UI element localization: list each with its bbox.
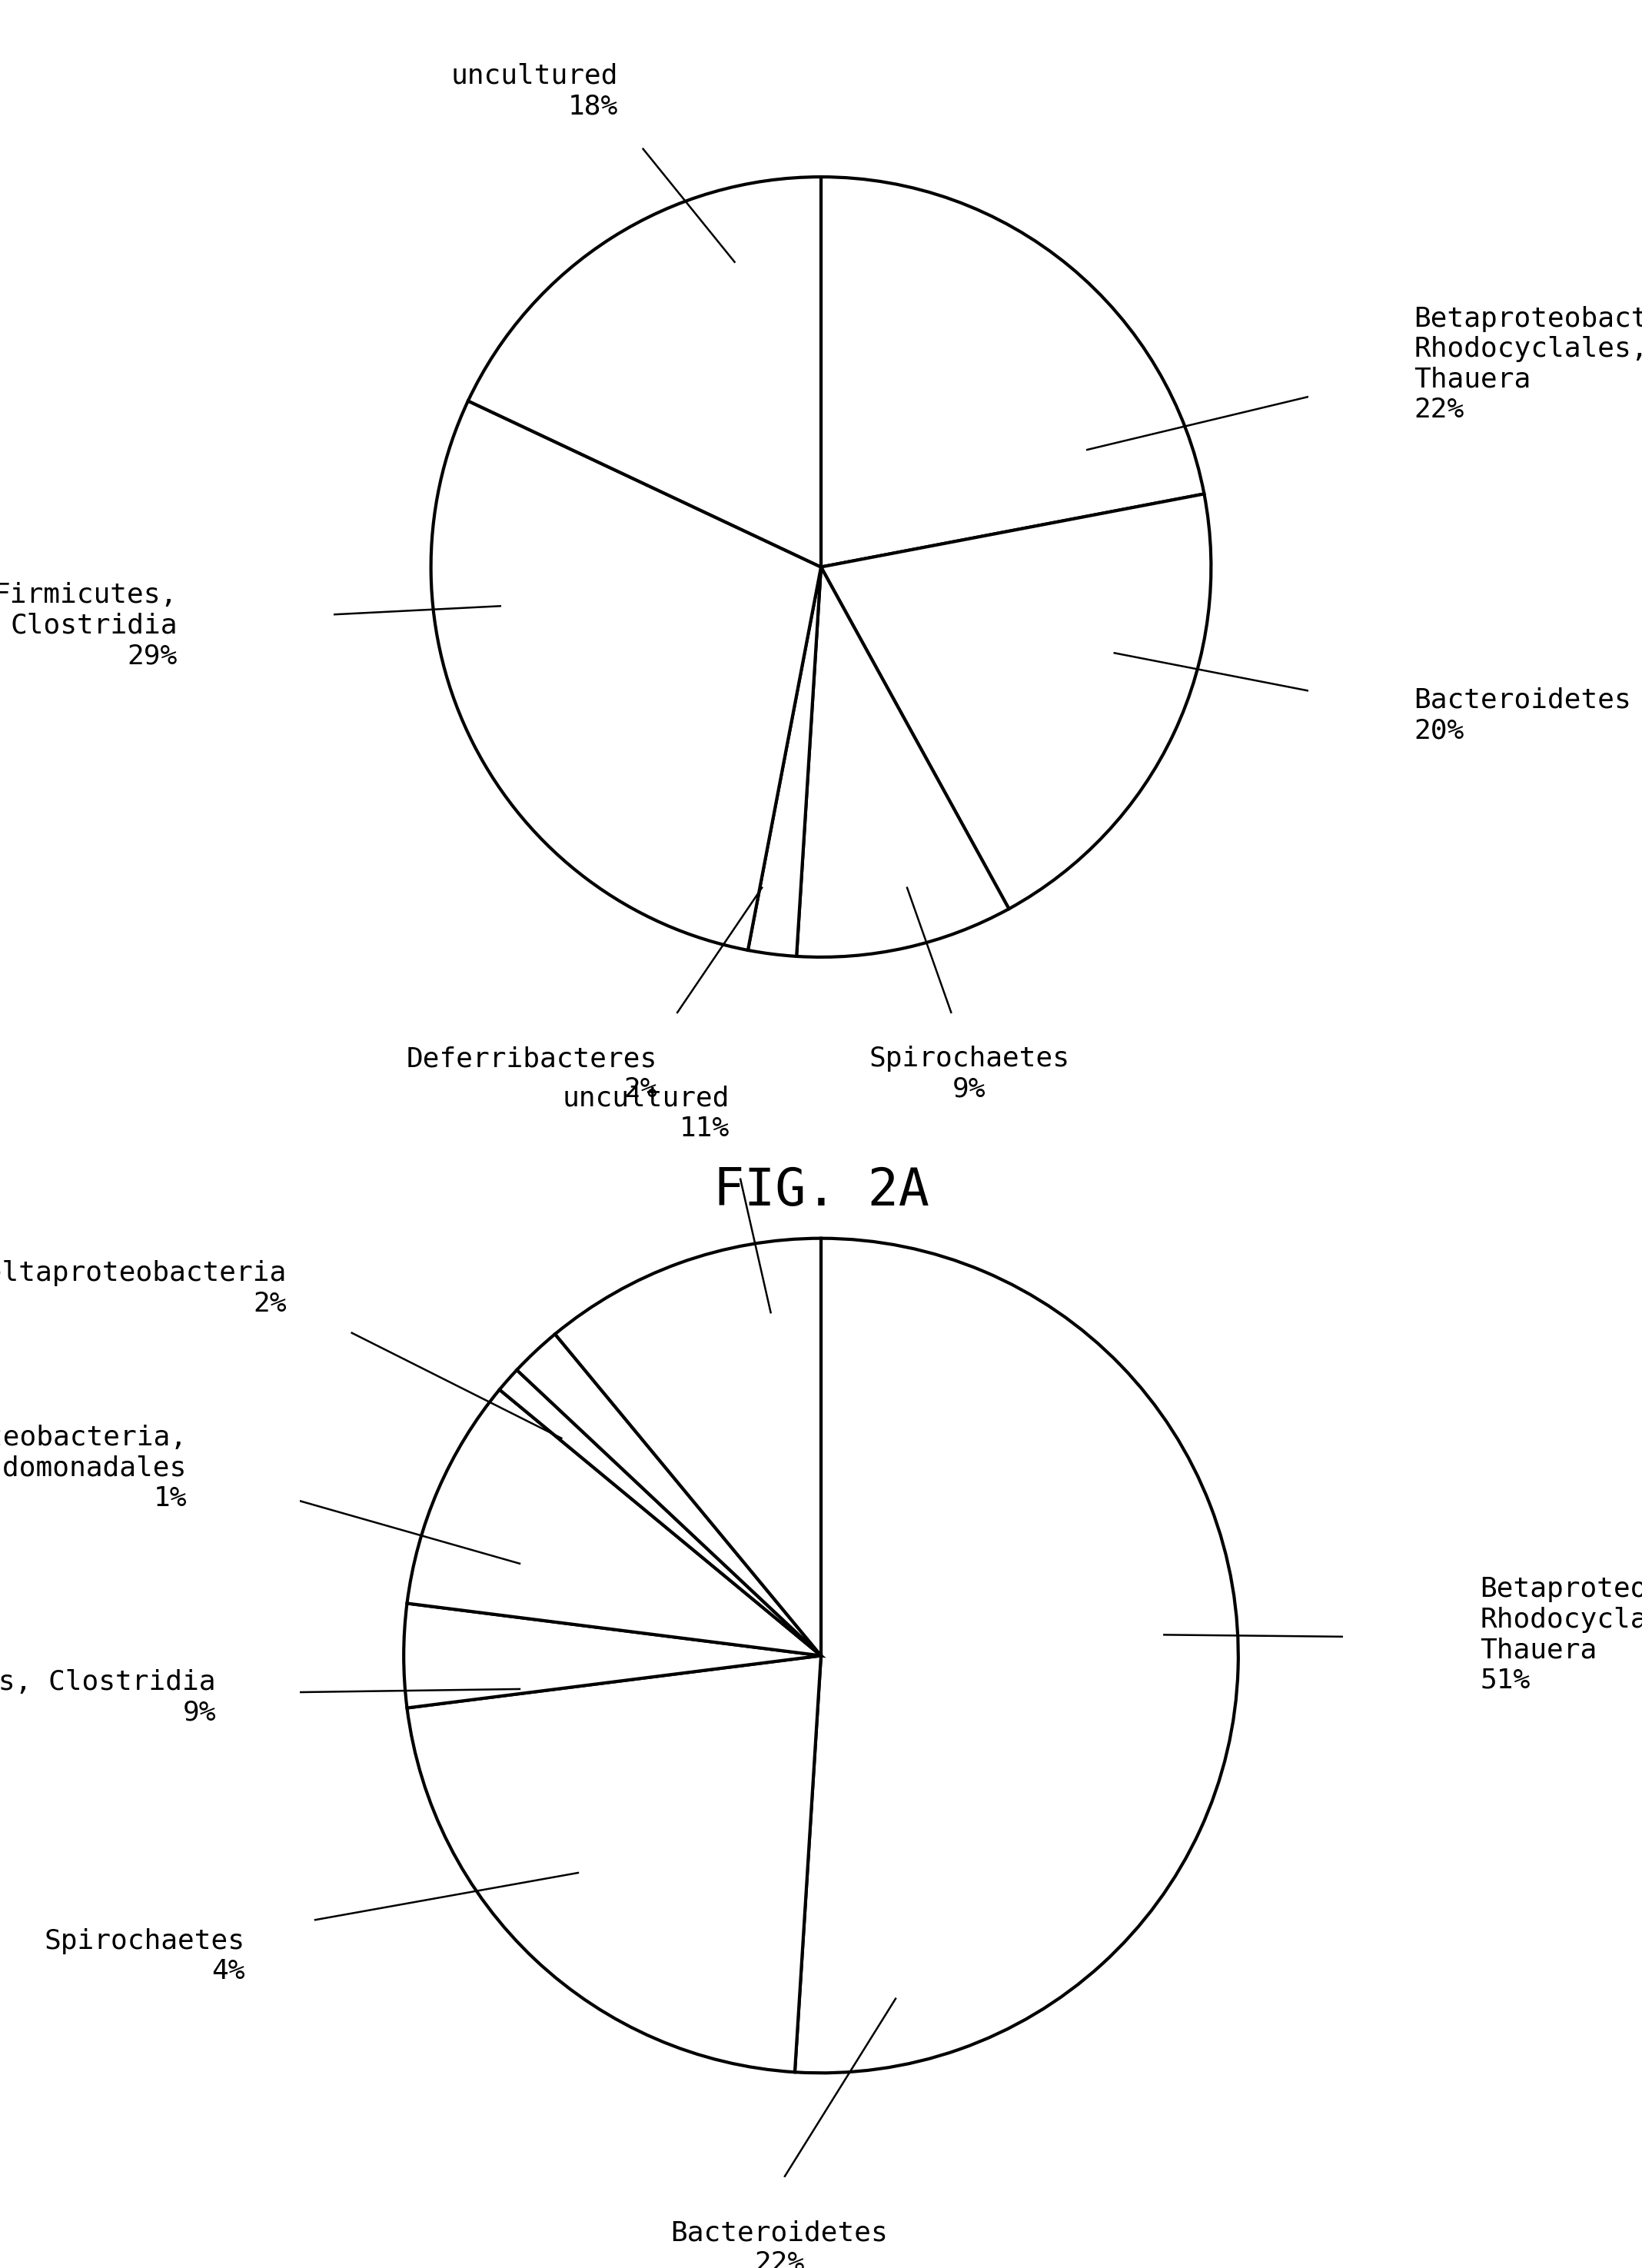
Text: Firmicutes, Clostridia
9%: Firmicutes, Clostridia 9% [0,1669,217,1726]
Wedge shape [407,1656,821,2073]
Wedge shape [499,1370,821,1656]
Text: uncultured
11%: uncultured 11% [562,1084,729,1141]
Text: Betaproteobacteria,
Rhodocyclales,
Thauera
51%: Betaproteobacteria, Rhodocyclales, Thaue… [1481,1576,1642,1694]
Wedge shape [404,1603,821,1708]
Wedge shape [796,567,1008,957]
Wedge shape [795,1238,1238,2073]
Wedge shape [407,1390,821,1656]
Text: Firmicutes,
Clostridia
29%: Firmicutes, Clostridia 29% [0,583,177,669]
Text: uncultured
18%: uncultured 18% [452,64,617,120]
Text: FIG. 2A: FIG. 2A [713,1166,929,1216]
Text: Spirochaetes
4%: Spirochaetes 4% [44,1928,245,1984]
Wedge shape [517,1334,821,1656]
Wedge shape [747,567,821,957]
Text: Spirochaetes
9%: Spirochaetes 9% [869,1046,1069,1102]
Wedge shape [430,401,821,950]
Wedge shape [468,177,821,567]
Text: Deltaproteobacteria
2%: Deltaproteobacteria 2% [0,1261,287,1318]
Wedge shape [555,1238,821,1656]
Wedge shape [821,177,1204,567]
Text: Gammaproteobacteria,
Pseudomonadales
1%: Gammaproteobacteria, Pseudomonadales 1% [0,1424,187,1510]
Wedge shape [821,494,1212,909]
Text: Betaproteobacteria,
Rhodocyclales,
Thauera
22%: Betaproteobacteria, Rhodocyclales, Thaue… [1414,306,1642,422]
Text: Deferribacteres
2%: Deferribacteres 2% [406,1046,657,1102]
Text: Bacteroidetes
20%: Bacteroidetes 20% [1414,687,1631,744]
Text: Bacteroidetes
22%: Bacteroidetes 22% [670,2220,888,2268]
